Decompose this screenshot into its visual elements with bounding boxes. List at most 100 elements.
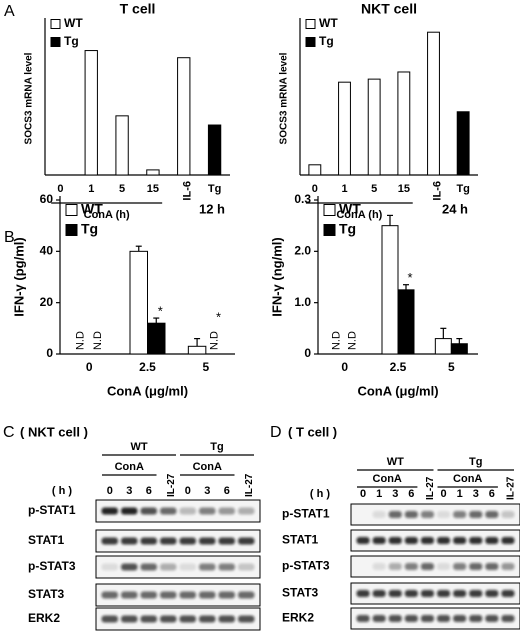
significance-mark: * — [158, 304, 163, 319]
blot-band — [140, 537, 157, 545]
row-label: ERK2 — [282, 611, 314, 625]
bar — [397, 71, 411, 176]
row-label: STAT3 — [28, 587, 65, 601]
blot-band — [469, 615, 483, 622]
blot-band — [238, 563, 255, 571]
row-label: p-STAT3 — [28, 559, 76, 573]
significance-mark: * — [216, 309, 221, 324]
bar — [456, 111, 470, 176]
blot-band — [140, 563, 157, 571]
row-label: STAT1 — [282, 533, 319, 547]
legend-swatch — [305, 37, 316, 47]
blot-band — [437, 563, 451, 570]
y-tick-label: 20 — [40, 295, 54, 309]
time-label: 3 — [126, 485, 132, 497]
extra-label: IL-27 — [506, 476, 517, 500]
blot-frame — [95, 499, 261, 523]
blot-band — [453, 615, 467, 622]
x-tick-label: 0 — [341, 360, 348, 374]
blot-band — [140, 615, 157, 623]
blot-band — [101, 615, 118, 623]
legend-label: WT — [81, 201, 103, 217]
x-axis-label: ConA (h) — [336, 209, 382, 221]
value-label: N.D — [74, 331, 86, 350]
time-label: 1 — [376, 488, 382, 500]
blot-band — [372, 563, 386, 570]
blot-band — [238, 615, 255, 623]
x-tick-label: Tg — [208, 183, 221, 195]
panel-title: ( T cell ) — [288, 424, 337, 439]
x-tick-label: 0 — [57, 183, 63, 195]
annotation: 12 h — [199, 201, 225, 216]
bar — [367, 78, 381, 176]
y-axis-label: IFN-γ (ng/ml) — [269, 237, 284, 316]
y-tick-label: 2.0 — [294, 244, 311, 258]
value-label: N.D — [331, 331, 343, 350]
blot-band — [121, 507, 138, 515]
x-tick-label: IL-6 — [182, 181, 194, 201]
extra-label: IL-27 — [244, 473, 255, 497]
bar — [129, 250, 148, 355]
blot-band — [218, 615, 235, 623]
x-tick-label: 0 — [86, 360, 93, 374]
bar — [308, 164, 322, 176]
legend-swatch — [305, 19, 316, 29]
blot-band — [121, 615, 138, 623]
row-label: STAT1 — [28, 533, 65, 547]
x-tick-label: 2.5 — [390, 360, 407, 374]
significance-mark: * — [407, 270, 412, 285]
blot-frame — [350, 555, 520, 578]
y-axis-label: SOCS3 mRNA level — [24, 52, 35, 144]
chart-title: NKT cell — [361, 1, 417, 17]
bar — [434, 338, 452, 355]
blot-band — [218, 591, 235, 599]
blot-band — [199, 507, 216, 515]
bar — [338, 81, 351, 176]
bar — [397, 289, 415, 355]
blot-band — [437, 590, 451, 597]
time-label: 0 — [107, 485, 113, 497]
blot-band — [179, 507, 196, 515]
blot-band — [160, 563, 177, 571]
chart-title: T cell — [120, 1, 156, 17]
blot-band — [420, 537, 434, 544]
blot-band — [179, 537, 196, 545]
bar — [177, 57, 191, 176]
blot-band — [121, 537, 138, 545]
blot-band — [388, 511, 402, 518]
time-label: 6 — [408, 488, 414, 500]
blot-band — [140, 591, 157, 599]
time-label: 0 — [440, 488, 446, 500]
blot-band — [101, 507, 118, 515]
blot-band — [485, 615, 499, 622]
blot-band — [388, 590, 402, 597]
bar — [84, 50, 98, 176]
treatment-label: ConA — [193, 461, 222, 473]
x-tick-label: 5 — [119, 183, 125, 195]
blot-band — [388, 537, 402, 544]
time-label: 1 — [457, 488, 463, 500]
x-tick-label: 1 — [88, 183, 94, 195]
time-unit: ( h ) — [52, 485, 72, 497]
blot-band — [437, 511, 451, 518]
blot-band — [372, 590, 386, 597]
blot-band — [485, 537, 499, 544]
blot-band — [485, 511, 499, 518]
blot-band — [437, 615, 451, 622]
panel-label: A — [4, 3, 15, 20]
blot-band — [101, 537, 118, 545]
blot-band — [218, 507, 235, 515]
x-axis-label: ConA (μg/ml) — [357, 383, 438, 398]
y-tick-label: 0.3 — [294, 192, 311, 206]
legend-swatch — [323, 224, 336, 236]
blot-frame — [350, 503, 520, 526]
blot-band — [199, 537, 216, 545]
blot-band — [420, 563, 434, 570]
blot-band — [356, 537, 370, 544]
x-tick-label: 15 — [147, 183, 159, 195]
blot-band — [501, 615, 515, 622]
time-label: 6 — [489, 488, 495, 500]
legend-swatch — [323, 204, 336, 216]
legend-swatch — [65, 204, 78, 216]
